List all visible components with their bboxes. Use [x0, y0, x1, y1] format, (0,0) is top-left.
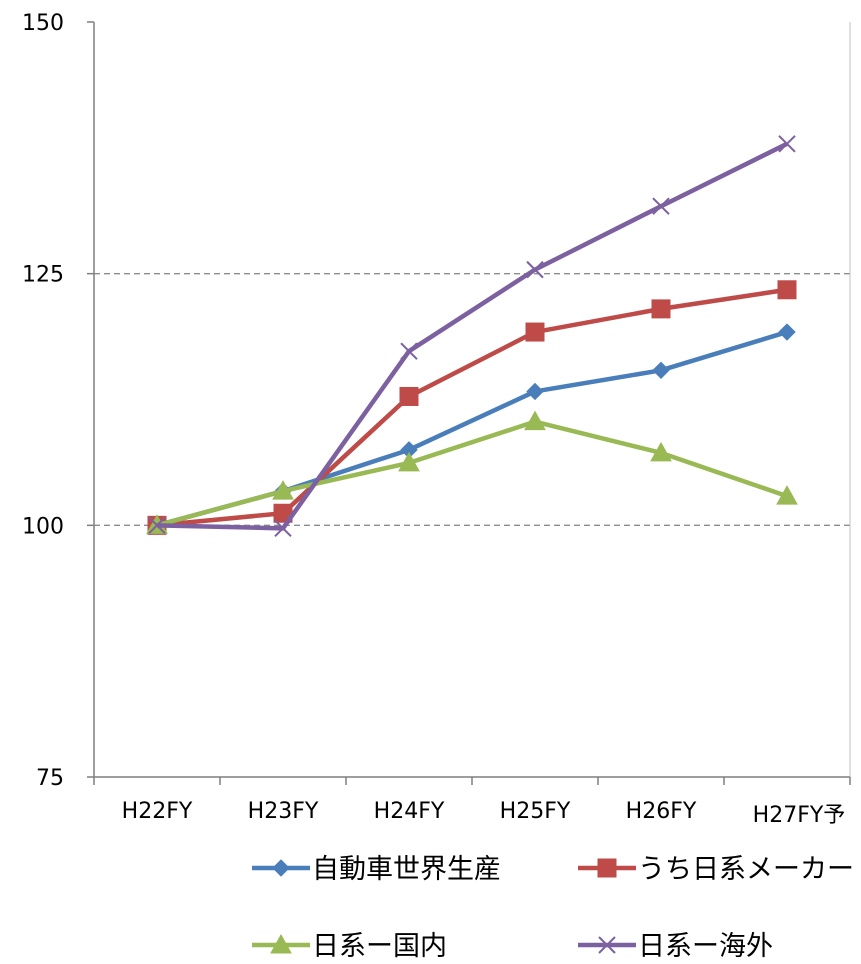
series-3 [146, 410, 798, 534]
y-tick-label: 75 [36, 766, 64, 791]
x-tick-label: H23FY [248, 799, 319, 824]
diamond-marker [526, 382, 544, 401]
x-tick-label: H27FY予 [753, 803, 846, 828]
legend-item: 日系ー国内 [252, 931, 447, 962]
square-marker [525, 322, 545, 342]
square-marker [399, 386, 419, 406]
legend-item: うち日系メーカー [578, 854, 854, 885]
legend-item: 自動車世界生産 [252, 854, 501, 885]
x-marker-stroke [274, 519, 292, 538]
x-marker [274, 519, 292, 538]
series-line [156, 419, 788, 528]
series-lines [146, 135, 798, 538]
series-line [156, 287, 788, 528]
x-marker [148, 516, 166, 535]
x-marker-stroke [598, 936, 616, 954]
y-tick-label: 100 [22, 514, 64, 539]
legend-label: 日系ー国内 [312, 931, 447, 962]
legend-label: 自動車世界生産 [312, 854, 501, 885]
y-tick-label: 150 [22, 11, 64, 36]
diamond-marker [652, 361, 670, 380]
x-tick-label: H24FY [374, 799, 445, 824]
triangle-marker [524, 410, 546, 431]
x-marker [598, 936, 616, 954]
x-tick-label: H25FY [500, 799, 571, 824]
x-tick-label: H26FY [626, 799, 697, 824]
x-marker-stroke [652, 197, 670, 215]
square-marker [597, 858, 617, 878]
square-marker [651, 299, 671, 319]
legend-label: うち日系メーカー [638, 854, 854, 885]
legend-label: 日系ー海外 [638, 931, 773, 962]
x-marker-stroke [526, 260, 544, 279]
x-marker-stroke [778, 135, 796, 153]
axes: 75 100 125 150 H22FY H23FY H24FY H25FY H26FY H27F… [22, 11, 851, 828]
triangle-marker [776, 485, 798, 505]
diamond-marker [272, 859, 290, 877]
x-marker-stroke [400, 342, 418, 360]
x-marker [526, 260, 544, 279]
square-marker [777, 280, 797, 300]
y-tick-label: 125 [22, 263, 64, 288]
triangle-marker [272, 480, 294, 500]
x-marker [400, 342, 418, 360]
x-marker [652, 197, 670, 215]
series-4 [148, 135, 796, 538]
legend-item: 日系ー海外 [578, 931, 773, 962]
diamond-marker [778, 323, 796, 341]
triangle-marker [270, 933, 292, 954]
series-line [156, 141, 788, 531]
series-2 [147, 280, 797, 535]
x-tick-label: H22FY [122, 799, 193, 824]
series-line [156, 329, 788, 528]
triangle-marker [650, 441, 672, 462]
triangle-marker [398, 451, 420, 472]
x-marker [778, 135, 796, 153]
x-marker-stroke [148, 516, 166, 535]
